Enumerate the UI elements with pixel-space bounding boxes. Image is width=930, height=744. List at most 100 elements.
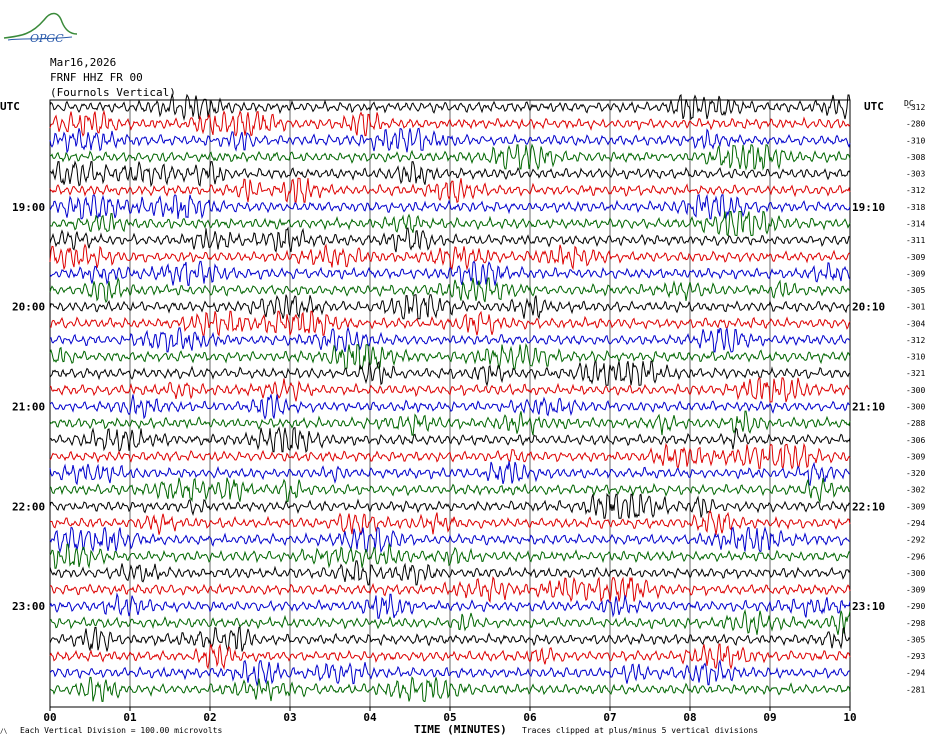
dc-offset-label: -296: [906, 552, 925, 561]
dc-offset-label: -308: [906, 153, 925, 162]
dc-offset-label: -300: [906, 386, 925, 395]
station-label: FRNF HHZ FR 00: [50, 71, 143, 84]
trace-row: [49, 243, 851, 271]
dc-offset-label: -310: [906, 136, 925, 145]
dc-offset-label: -311: [906, 236, 925, 245]
location-label: (Fournols Vertical): [50, 86, 176, 99]
dc-offset-label: -309: [906, 452, 925, 461]
trace-row: [49, 210, 851, 237]
trace-row: [49, 676, 851, 702]
trace-row: [49, 492, 851, 519]
left-time-label: 20:00: [12, 301, 45, 314]
dc-offset-label: -290: [906, 602, 925, 611]
trace-row: [49, 377, 851, 403]
right-time-label: 22:10: [852, 500, 885, 513]
dc-offset-label: -320: [906, 469, 925, 478]
dc-header-label: DC: [904, 99, 914, 108]
dc-offset-label: -294: [906, 519, 925, 528]
trace-row: [49, 560, 851, 586]
trace-row: [49, 226, 851, 253]
dc-offset-label: -292: [906, 536, 925, 545]
dc-offset-label: -309: [906, 586, 925, 595]
trace-row: [49, 526, 851, 554]
left-time-label: 19:00: [12, 201, 45, 214]
dc-offset-label: -305: [906, 635, 925, 644]
dc-offset-label: -281: [906, 685, 925, 694]
dc-offset-label: -306: [906, 436, 925, 445]
trace-row: [49, 509, 851, 536]
dc-offset-label: -321: [906, 369, 925, 378]
footer-clip-note: Traces clipped at plus/minus 5 vertical …: [522, 726, 758, 735]
x-tick-label: 07: [603, 711, 616, 724]
x-tick-label: 09: [763, 711, 776, 724]
dc-offset-label: -300: [906, 403, 925, 412]
x-tick-label: 00: [43, 711, 56, 724]
dc-offset-label: -301: [906, 303, 925, 312]
svg-text:OPGC: OPGC: [30, 32, 64, 44]
dc-offset-label: -318: [906, 203, 925, 212]
trace-row: [49, 576, 851, 604]
trace-row: [49, 326, 851, 353]
trace-row: [49, 592, 851, 619]
x-tick-label: 01: [123, 711, 137, 724]
trace-row: [49, 394, 851, 420]
trace-row: [49, 177, 851, 204]
left-time-label: 22:00: [12, 500, 45, 513]
trace-row: [49, 543, 851, 569]
right-utc-label: UTC: [864, 100, 884, 113]
dc-offset-label: -293: [906, 652, 925, 661]
right-time-label: 20:10: [852, 301, 885, 314]
right-time-label: 21:10: [852, 401, 885, 414]
dc-offset-label: -309: [906, 253, 925, 262]
x-tick-label: 02: [203, 711, 216, 724]
trace-row: [49, 294, 851, 320]
trace-row: [49, 477, 851, 504]
dc-offset-label: -309: [906, 269, 925, 278]
corner-mark: /\: [0, 728, 8, 735]
right-time-label: 19:10: [852, 201, 885, 214]
x-tick-label: 06: [523, 711, 537, 724]
dc-offset-label: -312: [906, 103, 925, 112]
trace-row: [49, 260, 851, 286]
x-tick-label: 03: [283, 711, 296, 724]
trace-row: [49, 360, 851, 388]
dc-offset-label: -312: [906, 186, 925, 195]
dc-offset-label: -305: [906, 286, 925, 295]
trace-row: [49, 608, 851, 635]
dc-offset-label: -298: [906, 619, 925, 628]
trace-row: [49, 426, 851, 453]
left-utc-label: UTC: [0, 100, 20, 113]
x-axis-label: TIME (MINUTES): [414, 723, 507, 736]
date-label: Mar16,2026: [50, 56, 117, 69]
x-tick-label: 05: [443, 711, 456, 724]
trace-row: [49, 93, 851, 121]
dc-offset-label: -303: [906, 170, 925, 179]
dc-offset-label: -300: [906, 569, 925, 578]
dc-offset-label: -294: [906, 669, 925, 678]
trace-row: [49, 461, 851, 487]
trace-row: [49, 410, 851, 436]
trace-row: [49, 658, 851, 687]
footer-scale-note: Each Vertical Division = 100.00 microvol…: [20, 726, 222, 735]
dc-offset-label: -314: [906, 219, 925, 228]
trace-row: [49, 193, 851, 220]
trace-row: [49, 310, 851, 337]
dc-offset-label: -304: [906, 319, 925, 328]
dc-offset-label: -312: [906, 336, 925, 345]
x-tick-label: 10: [843, 711, 856, 724]
trace-row: [49, 342, 851, 370]
trace-row: [49, 109, 851, 137]
dc-offset-label: -302: [906, 486, 925, 495]
trace-row: [49, 276, 851, 304]
dc-offset-label: -309: [906, 502, 925, 511]
trace-row: [49, 626, 851, 652]
left-time-label: 23:00: [12, 600, 45, 613]
right-time-label: 23:10: [852, 600, 885, 613]
trace-row: [49, 143, 851, 171]
dc-offset-label: -310: [906, 353, 925, 362]
opgc-logo: OPGC: [2, 4, 78, 45]
trace-row: [49, 127, 851, 154]
x-tick-label: 08: [683, 711, 696, 724]
trace-row: [49, 442, 851, 471]
